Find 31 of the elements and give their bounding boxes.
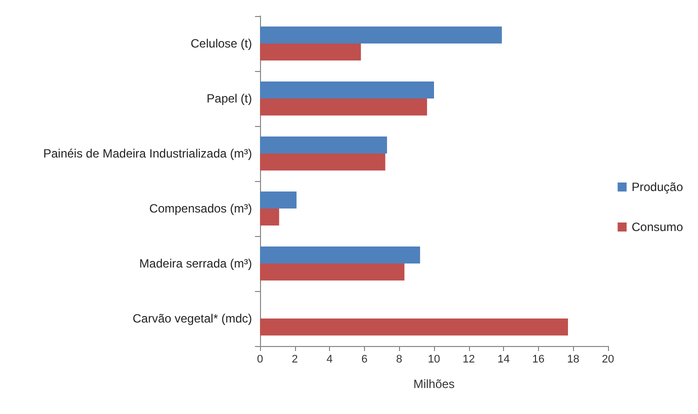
bar: [260, 246, 420, 264]
x-tick-label: 18: [567, 354, 580, 366]
bar: [260, 154, 386, 171]
legend-label: Produção: [632, 180, 684, 194]
bar: [260, 264, 404, 281]
bar: [260, 26, 502, 44]
bar: [260, 44, 361, 61]
legend-label: Consumo: [632, 220, 684, 234]
x-tick-label: 10: [428, 354, 440, 366]
x-tick-label: 14: [497, 354, 510, 366]
x-tick-label: 20: [602, 354, 614, 366]
x-tick-label: 6: [361, 354, 368, 366]
bar: [260, 136, 388, 154]
x-tick-label: 4: [326, 354, 333, 366]
y-tick-label: Compensados (m³): [149, 202, 252, 216]
bar: [260, 98, 428, 116]
y-tick-label: Madeira serrada (m³): [139, 256, 252, 270]
x-tick-label: 16: [532, 354, 545, 366]
y-tick-label: Carvão vegetal* (mdc): [132, 312, 252, 326]
x-tick-label: 8: [396, 354, 402, 366]
y-tick-label: Painéis de Madeira Industrializada (m³): [43, 146, 252, 160]
bar: [260, 191, 297, 208]
bar: [260, 208, 280, 226]
bar: [260, 318, 568, 336]
x-tick-label: 12: [462, 354, 475, 366]
x-axis-title: Milhões: [413, 377, 455, 391]
bar: [260, 81, 434, 98]
y-tick-label: Papel (t): [206, 92, 252, 106]
x-tick-label: 2: [292, 354, 298, 366]
y-tick-label: Celulose (t): [190, 36, 252, 50]
x-tick-label: 0: [256, 354, 264, 366]
